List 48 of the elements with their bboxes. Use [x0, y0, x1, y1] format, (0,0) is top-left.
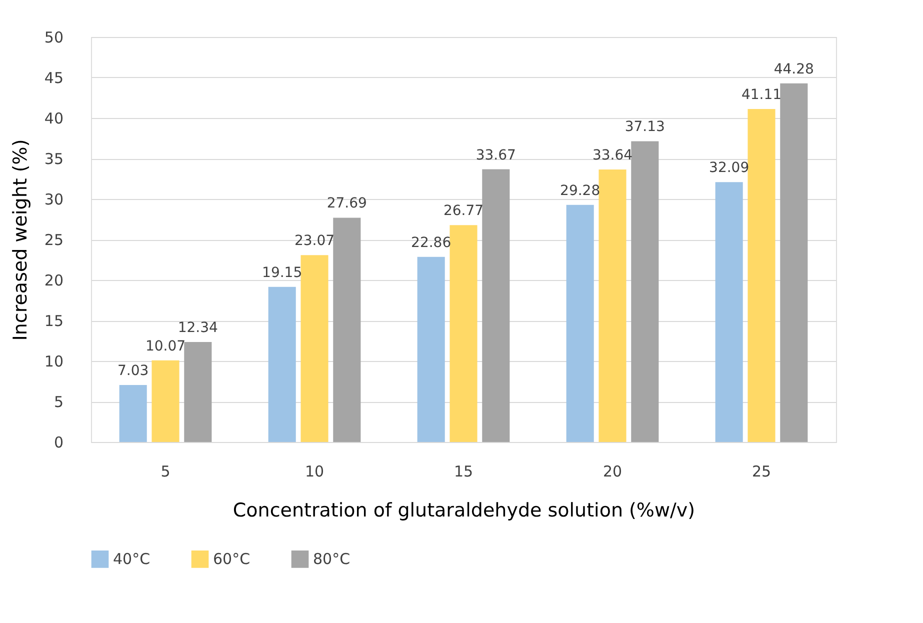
bar	[333, 218, 361, 442]
x-tick-label: 15	[454, 462, 474, 480]
bar	[566, 204, 594, 442]
y-tick-label: 35	[44, 150, 64, 168]
bar	[748, 109, 776, 442]
data-label: 41.11	[741, 87, 782, 104]
x-tick-label: 5	[160, 462, 170, 480]
bar	[417, 256, 445, 442]
y-tick-label: 5	[54, 393, 64, 411]
bar	[119, 385, 147, 442]
bar	[631, 141, 659, 442]
bar	[184, 342, 212, 442]
bar	[598, 170, 626, 442]
legend-label: 40°C	[113, 550, 150, 568]
y-tick-label: 10	[44, 352, 64, 370]
bar	[152, 360, 180, 442]
data-label: 23.07	[294, 233, 335, 250]
bar	[450, 225, 478, 442]
data-label: 27.69	[326, 196, 367, 212]
y-tick-label: 25	[44, 231, 64, 249]
y-tick-label: 30	[44, 190, 64, 208]
x-tick-label: 25	[752, 462, 772, 480]
bar	[482, 169, 510, 442]
x-tick-label: 20	[602, 462, 622, 480]
bar	[300, 255, 328, 442]
data-label: 19.15	[262, 264, 302, 281]
bar	[268, 286, 296, 442]
data-label: 33.67	[476, 147, 516, 164]
y-tick-label: 15	[44, 312, 64, 330]
data-label: 44.28	[774, 61, 814, 78]
y-axis-title: Increased weight (%)	[9, 139, 32, 341]
data-label: 26.77	[443, 203, 484, 220]
y-tick-label: 0	[54, 434, 64, 452]
data-label: 33.64	[592, 148, 633, 164]
y-tick-label: 40	[44, 110, 64, 128]
data-label: 12.34	[178, 320, 218, 336]
data-label: 7.03	[118, 363, 149, 380]
legend-label: 80°C	[313, 550, 350, 568]
bar	[715, 182, 743, 442]
legend-label: 60°C	[213, 550, 250, 568]
data-label: 10.07	[145, 338, 186, 354]
x-tick-label: 10	[304, 462, 324, 480]
y-tick-label: 45	[44, 69, 64, 87]
y-tick-label: 50	[44, 28, 64, 46]
x-axis-title: Concentration of glutaraldehyde solution (%w/v)	[232, 500, 696, 522]
y-tick-label: 20	[44, 272, 64, 290]
data-label: 37.13	[624, 119, 665, 136]
bar	[780, 83, 808, 442]
